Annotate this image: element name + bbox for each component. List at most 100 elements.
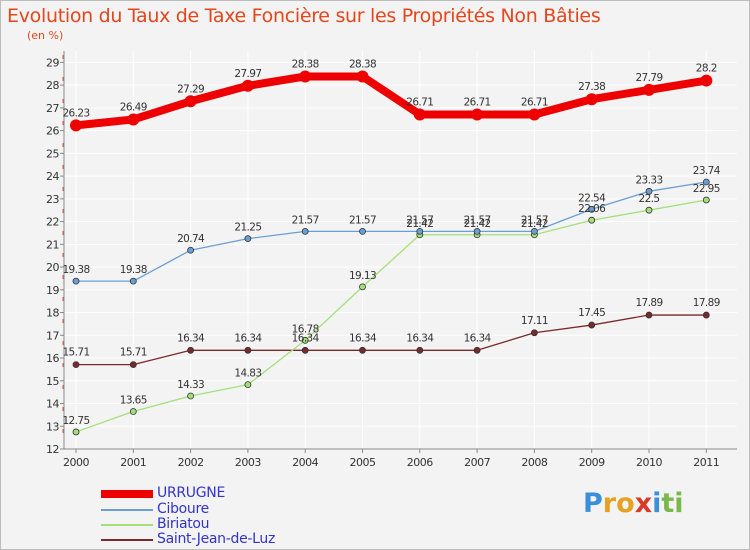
data-label-biriatou: 21.42 xyxy=(464,218,491,230)
proxiti-logo: Proxiti xyxy=(583,488,684,519)
data-label-ciboure: 21.57 xyxy=(292,214,319,226)
y-tick-label: 15 xyxy=(46,375,59,388)
data-point-ciboure xyxy=(531,227,538,235)
data-point-saint-jean-de-luz xyxy=(645,311,653,319)
data-point-saint-jean-de-luz xyxy=(531,329,538,337)
data-label-saint-jean-de-luz: 16.34 xyxy=(464,332,492,344)
y-tick-label: 13 xyxy=(46,420,59,433)
y-tick-label: 21 xyxy=(46,238,59,251)
data-label-urrugne: 27.79 xyxy=(635,72,662,84)
data-point-biriatou xyxy=(301,336,309,344)
x-tick-label: 2010 xyxy=(636,456,662,469)
data-point-urrugne xyxy=(413,108,426,121)
series-line-saint-jean-de-luz xyxy=(75,314,707,366)
data-point-saint-jean-de-luz xyxy=(187,346,195,354)
data-point-ciboure xyxy=(359,227,366,235)
data-point-urrugne xyxy=(585,93,598,106)
data-label-saint-jean-de-luz: 17.89 xyxy=(635,297,662,309)
y-tick-label: 26 xyxy=(46,125,59,138)
legend-swatch-saint-jean-de-luz xyxy=(101,539,153,541)
data-label-biriatou: 12.75 xyxy=(62,415,89,427)
data-label-ciboure: 21.25 xyxy=(234,222,261,234)
data-label-ciboure: 21.57 xyxy=(349,214,376,226)
data-label-biriatou: 13.65 xyxy=(120,394,147,406)
data-label-saint-jean-de-luz: 15.71 xyxy=(120,347,147,359)
data-point-biriatou xyxy=(244,381,252,389)
y-tick-label: 28 xyxy=(46,79,59,92)
data-point-ciboure xyxy=(129,277,137,285)
data-point-urrugne xyxy=(471,108,484,121)
data-point-saint-jean-de-luz xyxy=(244,346,252,354)
y-tick-label: 27 xyxy=(46,102,59,115)
series-line-biriatou xyxy=(75,199,707,433)
data-label-biriatou: 21.42 xyxy=(406,218,433,230)
legend-swatch-ciboure xyxy=(101,509,153,511)
legend-label-saint-jean-de-luz: Saint-Jean-de-Luz xyxy=(157,531,276,547)
y-tick-label: 22 xyxy=(46,216,59,229)
data-point-ciboure xyxy=(416,227,424,235)
data-label-urrugne: 26.71 xyxy=(406,96,433,108)
grid-lines xyxy=(64,51,737,450)
data-label-biriatou: 19.13 xyxy=(349,270,376,282)
x-tick-label: 2002 xyxy=(178,456,204,469)
legend-label-ciboure: Ciboure xyxy=(157,501,209,517)
data-label-ciboure: 19.38 xyxy=(120,264,147,276)
x-tick-labels: 2000 2001 2002 2003 2004 2005 2006 2007 2008 2009… xyxy=(63,456,720,469)
legend-item-saint-jean-de-luz: Saint-Jean-de-Luz xyxy=(101,531,321,548)
logo-letter: x xyxy=(634,488,653,519)
x-tick-label: 2005 xyxy=(350,456,376,469)
data-point-biriatou xyxy=(187,392,195,400)
y-tick-label: 24 xyxy=(46,170,59,183)
data-label-saint-jean-de-luz: 16.34 xyxy=(349,332,377,344)
data-labels: 15.71 15.71 16.34 16.34 16.34 16.34 16.34 16.34… xyxy=(62,58,721,427)
data-point-urrugne xyxy=(184,95,197,108)
logo-letter: i xyxy=(674,488,684,519)
data-label-ciboure: 23.33 xyxy=(635,174,662,186)
data-label-biriatou: 22.06 xyxy=(578,203,606,215)
x-tick-label: 2009 xyxy=(579,456,605,469)
data-label-urrugne: 28.38 xyxy=(349,58,376,70)
logo-letter: P xyxy=(583,488,603,519)
y-tick-label: 20 xyxy=(46,261,59,274)
data-point-saint-jean-de-luz xyxy=(702,311,710,319)
data-label-urrugne: 27.97 xyxy=(234,68,261,80)
data-point-urrugne xyxy=(643,83,655,96)
data-label-saint-jean-de-luz: 16.34 xyxy=(234,332,262,344)
data-point-ciboure xyxy=(588,205,596,213)
data-point-urrugne xyxy=(528,108,541,121)
legend-label-biriatou: Biriatou xyxy=(157,516,210,532)
data-label-ciboure: 21.57 xyxy=(521,214,548,226)
data-point-ciboure xyxy=(702,178,710,186)
y-tick-label: 23 xyxy=(46,193,59,206)
data-point-urrugne xyxy=(356,70,369,83)
series-lines xyxy=(72,72,711,433)
data-point-biriatou xyxy=(702,196,710,204)
data-point-ciboure xyxy=(645,187,653,195)
data-label-biriatou: 22.5 xyxy=(639,193,660,205)
x-tick-label: 2000 xyxy=(63,456,89,469)
data-label-urrugne: 27.29 xyxy=(177,83,204,95)
data-label-urrugne: 27.38 xyxy=(578,81,605,93)
data-label-biriatou: 21.42 xyxy=(521,218,548,230)
data-point-urrugne xyxy=(700,74,713,87)
series-line-urrugne xyxy=(72,72,711,130)
data-point-saint-jean-de-luz xyxy=(129,361,137,369)
data-label-ciboure: 22.54 xyxy=(578,192,606,204)
data-label-saint-jean-de-luz: 16.34 xyxy=(177,332,205,344)
y-tick-labels: 12 13 14 15 16 17 18 19 20 21 22 23 24 25 26 27 28 29 xyxy=(46,56,60,456)
data-point-ciboure xyxy=(187,246,195,254)
logo-letter: r xyxy=(602,488,617,519)
data-point-urrugne xyxy=(299,70,312,83)
data-point-biriatou xyxy=(129,408,137,415)
data-label-ciboure: 21.57 xyxy=(464,214,491,226)
y-tick-label: 25 xyxy=(46,147,59,160)
y-tick-label: 16 xyxy=(46,352,59,365)
data-point-biriatou xyxy=(588,216,596,224)
data-point-saint-jean-de-luz xyxy=(359,346,366,354)
x-tick-label: 2006 xyxy=(407,456,433,469)
legend-label-urrugne: URRUGNE xyxy=(157,485,226,501)
data-point-biriatou xyxy=(645,206,653,214)
data-point-saint-jean-de-luz xyxy=(588,321,596,329)
x-tick-label: 2004 xyxy=(292,456,318,469)
